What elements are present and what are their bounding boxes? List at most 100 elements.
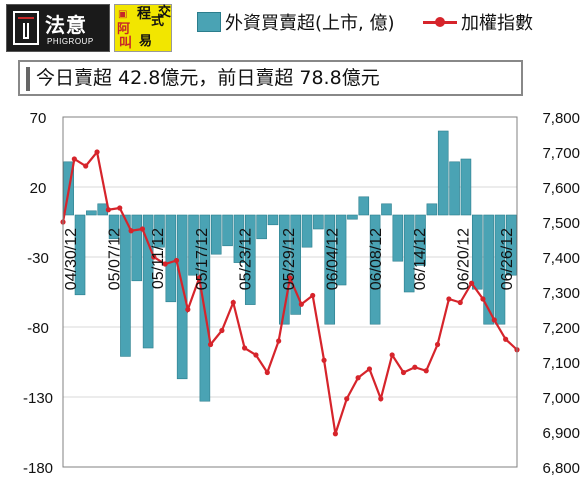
index-point <box>332 431 338 437</box>
bar <box>279 214 290 325</box>
bar <box>176 214 188 380</box>
bar <box>108 214 120 240</box>
bar <box>415 214 426 266</box>
program-logo-mark-icon: ▣ <box>118 9 128 20</box>
index-point <box>196 275 202 281</box>
x-tick-label: 04/30/12 <box>63 228 80 290</box>
right-axis-ticks: 7,800 7,700 7,600 7,500 7,400 7,300 7,200 7,100… <box>542 110 580 477</box>
bar <box>267 214 279 226</box>
left-tick-label: -130 <box>23 390 53 407</box>
bar <box>494 214 506 325</box>
right-tick-label: 7,700 <box>542 145 580 162</box>
bar <box>471 214 483 290</box>
right-tick-label: 7,200 <box>542 320 580 337</box>
index-point <box>242 345 248 351</box>
bar <box>483 214 494 325</box>
index-point <box>71 156 77 162</box>
index-point <box>446 296 452 302</box>
program-logo-char: 易 <box>139 34 153 49</box>
bar <box>301 214 313 248</box>
index-point <box>219 327 225 334</box>
index-point <box>389 352 395 358</box>
bar <box>290 214 301 315</box>
right-tick-label: 6,800 <box>542 460 580 477</box>
right-tick-label: 7,600 <box>542 180 580 197</box>
bar <box>233 214 245 263</box>
bar <box>437 130 449 216</box>
right-tick-label: 7,300 <box>542 285 580 302</box>
bar <box>256 214 267 240</box>
left-tick-label: 20 <box>30 180 47 197</box>
x-tick-label: 05/11/12 <box>150 228 167 289</box>
index-point <box>94 149 100 155</box>
right-tick-label: 6,900 <box>542 425 580 442</box>
index-point <box>344 396 350 402</box>
program-logo-char: 式 <box>151 14 165 29</box>
right-tick-label: 7,500 <box>542 215 580 232</box>
program-trading-logo: ▣ 程 式 交 阿 叫 易 <box>114 4 172 52</box>
bar <box>358 196 370 216</box>
index-point <box>185 306 191 313</box>
index-point <box>151 254 157 260</box>
phigroup-mark-icon <box>13 11 39 45</box>
phigroup-logo: 法意 PHIGROUP <box>6 4 110 52</box>
bar <box>392 214 404 262</box>
phigroup-logo-name: 法意 <box>45 13 87 37</box>
x-tick-label: 05/07/12 <box>107 228 124 290</box>
legend-line-label: 加權指數 <box>461 13 533 34</box>
x-tick-label: 06/20/12 <box>455 228 472 290</box>
index-point <box>503 336 509 342</box>
index-point <box>139 226 146 232</box>
index-point <box>310 292 316 299</box>
bar <box>460 158 472 216</box>
bar <box>426 203 438 216</box>
index-point <box>230 299 236 306</box>
bar <box>244 214 256 305</box>
index-point <box>355 375 361 381</box>
index-point <box>207 341 214 348</box>
program-logo-char: 叫 <box>119 36 133 51</box>
bar <box>120 214 131 357</box>
program-logo-char: 阿 <box>117 22 131 37</box>
index-point <box>128 228 134 234</box>
phigroup-logo-sub: PHIGROUP <box>47 37 94 46</box>
left-tick-label: 70 <box>30 110 47 127</box>
index-point <box>469 280 475 286</box>
left-tick-label: -80 <box>27 320 49 337</box>
bar <box>142 214 154 349</box>
bar <box>347 214 358 220</box>
banner-text: 今日賣超 42.8億元，前日賣超 78.8億元 <box>36 67 380 89</box>
index-point <box>480 296 486 302</box>
x-axis-ticks: 04/30/12 05/07/12 05/11/12 05/17/12 05/23/12… <box>63 228 516 290</box>
banner-accent <box>26 66 30 91</box>
bar <box>210 214 222 255</box>
right-tick-label: 7,100 <box>542 355 580 372</box>
bar <box>154 214 165 248</box>
index-point <box>457 299 463 306</box>
index-line <box>61 149 518 435</box>
bar <box>131 214 143 282</box>
index-point <box>423 368 429 374</box>
index-point <box>173 257 180 264</box>
bar <box>74 214 86 296</box>
index-point <box>378 396 384 402</box>
x-tick-label: 06/04/12 <box>325 228 342 290</box>
program-logo-char: 程 <box>137 6 151 22</box>
summary-banner: 今日賣超 42.8億元，前日賣超 78.8億元 <box>18 60 523 96</box>
right-tick-label: 7,000 <box>542 390 580 407</box>
index-point <box>321 357 327 363</box>
left-tick-label: -180 <box>23 460 53 477</box>
index-point <box>117 205 123 211</box>
bar <box>222 214 233 247</box>
legend-bar-label: 外資買賣超(上市, 億) <box>225 13 395 34</box>
left-axis-ticks: 70 20 -30 -80 -130 -180 <box>23 110 53 477</box>
index-point <box>491 317 497 323</box>
chart-grid <box>63 116 517 468</box>
chart-axes <box>62 116 518 468</box>
index-point <box>287 275 293 281</box>
bar <box>324 214 336 325</box>
legend-line-marker <box>435 17 445 27</box>
bar <box>335 214 347 286</box>
left-tick-label: -30 <box>27 250 49 267</box>
